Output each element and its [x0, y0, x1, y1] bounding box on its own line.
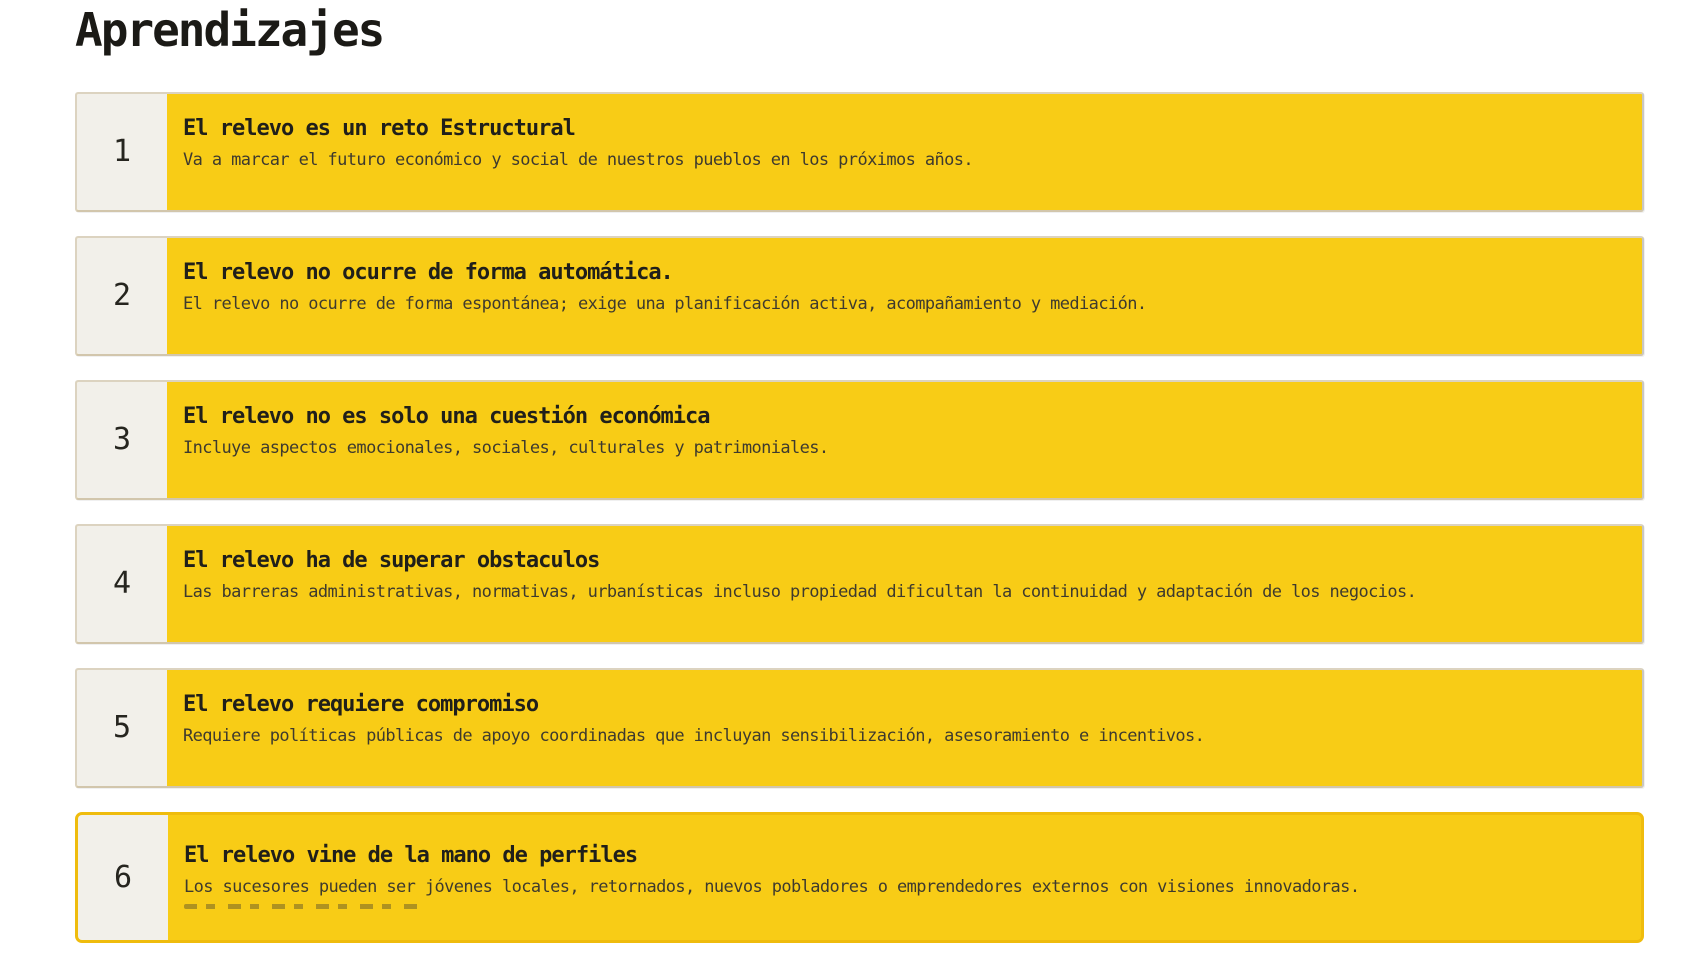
- item-title: El relevo requiere compromiso: [183, 691, 539, 717]
- item-title: El relevo ha de superar obstaculos: [183, 547, 600, 573]
- item-number: 6: [78, 814, 168, 940]
- item-description: Incluye aspectos emocionales, sociales, …: [183, 438, 829, 459]
- item-description: Las barreras administrativas, normativas…: [183, 582, 1417, 603]
- learning-card[interactable]: 6 El relevo vine de la mano de perfiles …: [75, 811, 1644, 943]
- item-content: El relevo requiere compromiso Requiere p…: [167, 670, 1642, 786]
- item-content: El relevo es un reto Estructural Va a ma…: [167, 94, 1642, 210]
- item-title: El relevo es un reto Estructural: [183, 115, 576, 141]
- item-content: El relevo no es solo una cuestión económ…: [167, 382, 1642, 498]
- item-description: El relevo no ocurre de forma espontánea;…: [183, 294, 1147, 315]
- item-content: El relevo vine de la mano de perfiles Lo…: [168, 815, 1641, 940]
- item-description: Los sucesores pueden ser jóvenes locales…: [184, 877, 1360, 898]
- item-number: 1: [77, 93, 167, 210]
- learnings-list: 1 El relevo es un reto Estructural Va a …: [75, 91, 1644, 943]
- item-content: El relevo ha de superar obstaculos Las b…: [167, 526, 1642, 642]
- item-title: El relevo vine de la mano de perfiles: [184, 842, 638, 868]
- item-number: 3: [77, 381, 167, 498]
- item-number: 5: [77, 669, 167, 786]
- learning-card[interactable]: 4 El relevo ha de superar obstaculos Las…: [75, 523, 1644, 644]
- learning-card[interactable]: 2 El relevo no ocurre de forma automátic…: [75, 235, 1644, 356]
- item-content: El relevo no ocurre de forma automática.…: [167, 238, 1642, 354]
- item-title: El relevo no es solo una cuestión económ…: [183, 403, 711, 429]
- learning-card[interactable]: 1 El relevo es un reto Estructural Va a …: [75, 91, 1644, 212]
- item-number: 4: [77, 525, 167, 642]
- learning-card[interactable]: 3 El relevo no es solo una cuestión econ…: [75, 379, 1644, 500]
- item-description: Va a marcar el futuro económico y social…: [183, 150, 974, 171]
- item-title: El relevo no ocurre de forma automática.: [183, 259, 674, 285]
- item-number: 2: [77, 237, 167, 354]
- item-description: Requiere políticas públicas de apoyo coo…: [183, 726, 1205, 747]
- page-title: Aprendizajes: [75, 3, 385, 57]
- clipped-text-remnant: [184, 903, 422, 909]
- learning-card[interactable]: 5 El relevo requiere compromiso Requiere…: [75, 667, 1644, 788]
